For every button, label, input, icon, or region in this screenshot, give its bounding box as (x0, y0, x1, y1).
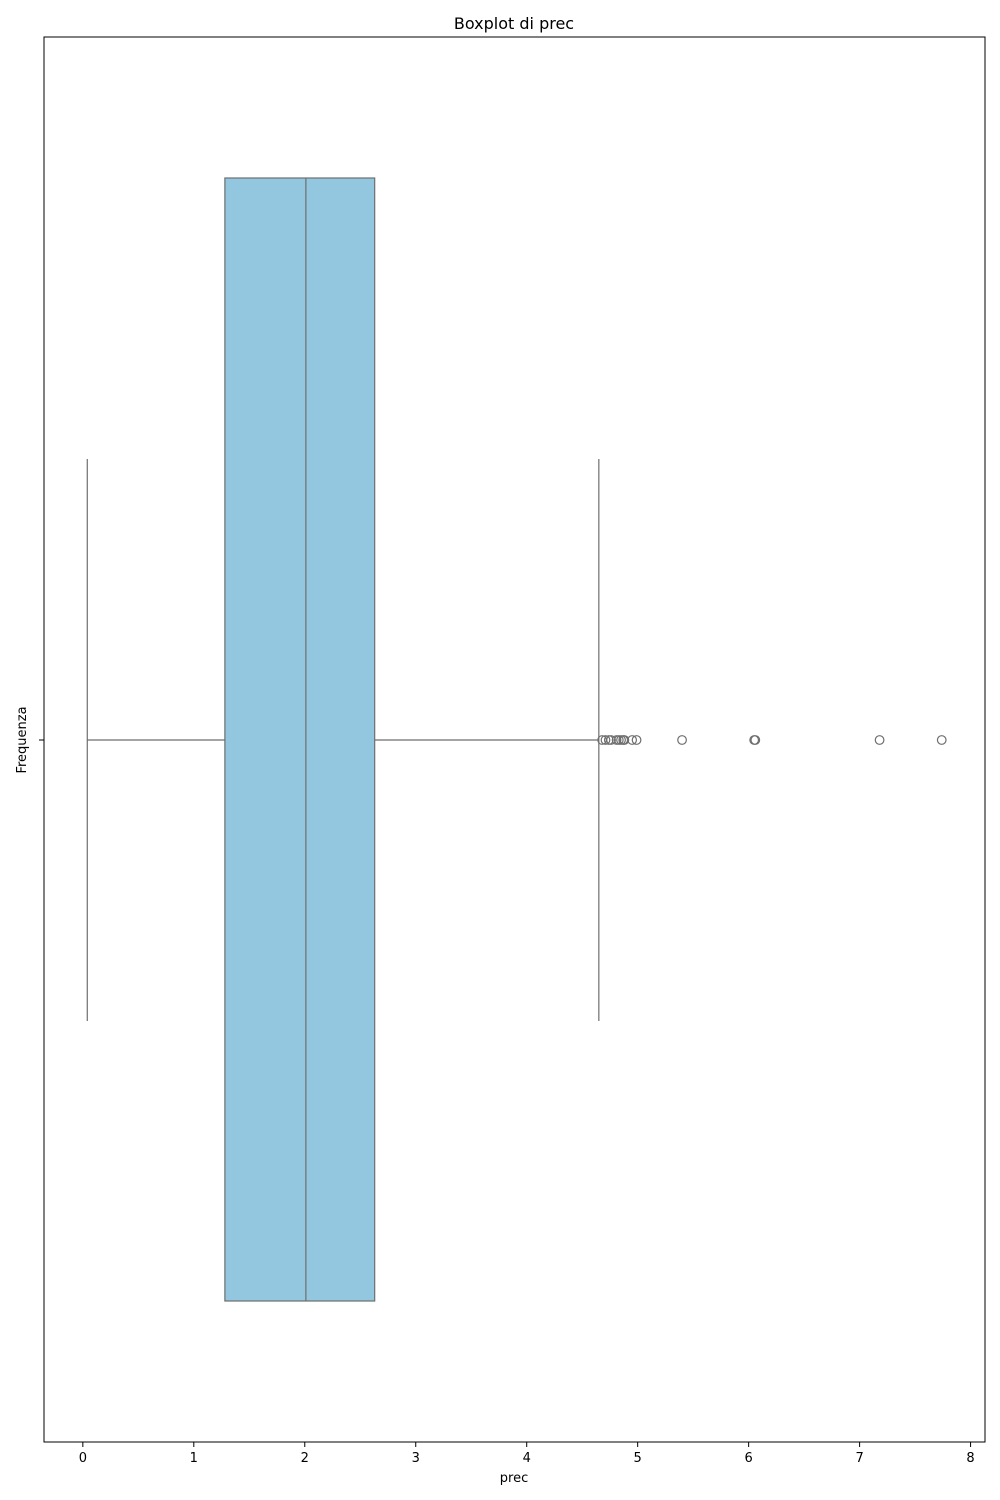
chart-title: Boxplot di prec (454, 14, 574, 33)
chart-marks (86, 177, 947, 1302)
x-tick-label: 4 (523, 1451, 531, 1466)
x-tick-label: 8 (966, 1451, 974, 1466)
x-axis-label: prec (500, 1471, 528, 1486)
outlier-point (677, 735, 687, 745)
outlier-point (936, 735, 947, 745)
x-tick-label: 1 (190, 1451, 198, 1466)
x-tick-label: 2 (301, 1451, 309, 1466)
y-axis-label: Frequenza (15, 706, 30, 773)
outlier-point (750, 735, 761, 745)
x-tick-label: 0 (79, 1451, 87, 1466)
x-tick-label: 5 (634, 1451, 642, 1466)
x-tick-label: 7 (855, 1451, 863, 1466)
x-axis-ticks: 0 1 2 3 4 5 6 7 8 (79, 1442, 975, 1466)
outlier-point (631, 735, 642, 745)
x-tick-label: 6 (744, 1451, 752, 1466)
outlier-point (627, 735, 638, 745)
outlier-point (606, 735, 616, 745)
x-tick-label: 3 (412, 1451, 420, 1466)
iqr-box (224, 177, 376, 1302)
outlier-point (874, 735, 885, 745)
outlier-point (600, 735, 611, 745)
outlier-point (619, 735, 630, 745)
